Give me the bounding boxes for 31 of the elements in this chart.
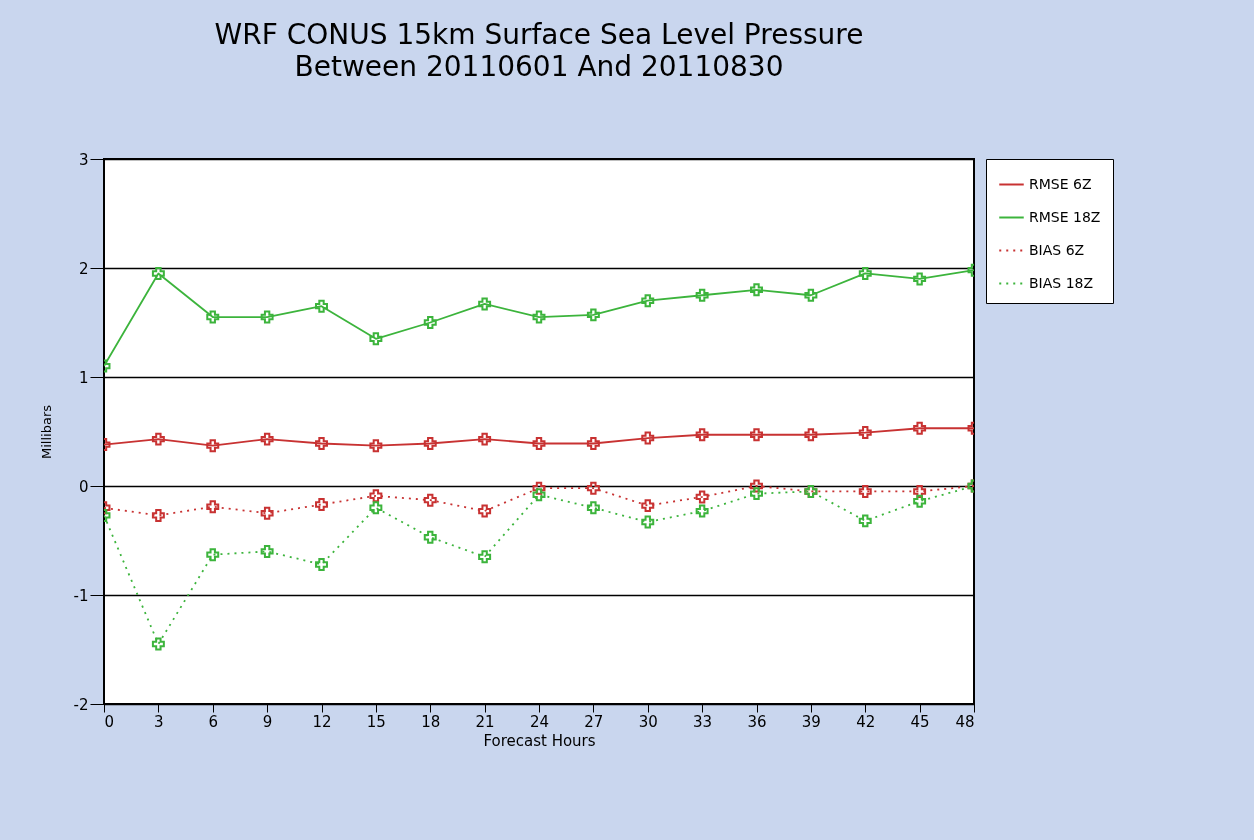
x-tick-label: 24 — [529, 712, 550, 731]
x-tick-label: 3 — [154, 712, 164, 731]
x-axis-title: Forecast Hours — [483, 731, 596, 750]
x-tick-label: 18 — [421, 712, 441, 731]
x-tick-label: 0 — [104, 712, 115, 731]
legend-label: RMSE 6Z — [1029, 175, 1092, 192]
legend-label: BIAS 18Z — [1029, 274, 1094, 291]
x-tick-label: 33 — [693, 712, 713, 731]
x-tick-label: 6 — [208, 712, 219, 731]
y-tick-label: -2 — [73, 695, 89, 714]
legend-label: RMSE 18Z — [1029, 208, 1101, 225]
x-tick-label: 42 — [856, 712, 876, 731]
y-axis-title: Millibars — [38, 404, 54, 459]
y-tick-label: -1 — [73, 586, 89, 605]
chart-title: WRF CONUS 15km Surface Sea Level Pressure — [214, 18, 864, 51]
x-tick-label: 15 — [366, 712, 386, 731]
x-tick-label: 48 — [955, 712, 975, 731]
x-tick-label: 30 — [638, 712, 658, 731]
x-tick-label: 39 — [801, 712, 821, 731]
y-tick-label: 2 — [78, 259, 89, 278]
x-tick-label: 45 — [910, 712, 930, 731]
legend-label: BIAS 6Z — [1029, 241, 1085, 258]
x-tick-label: 21 — [475, 712, 495, 731]
x-tick-label: 27 — [584, 712, 604, 731]
y-tick-label: 3 — [78, 150, 89, 169]
y-tick-label: 1 — [78, 368, 89, 387]
x-tick-label: 9 — [262, 712, 273, 731]
x-tick-label: 36 — [747, 712, 767, 731]
y-tick-label: 0 — [78, 477, 89, 496]
chart-subtitle: Between 20110601 And 20110830 — [294, 50, 784, 83]
x-tick-label: 12 — [312, 712, 332, 731]
